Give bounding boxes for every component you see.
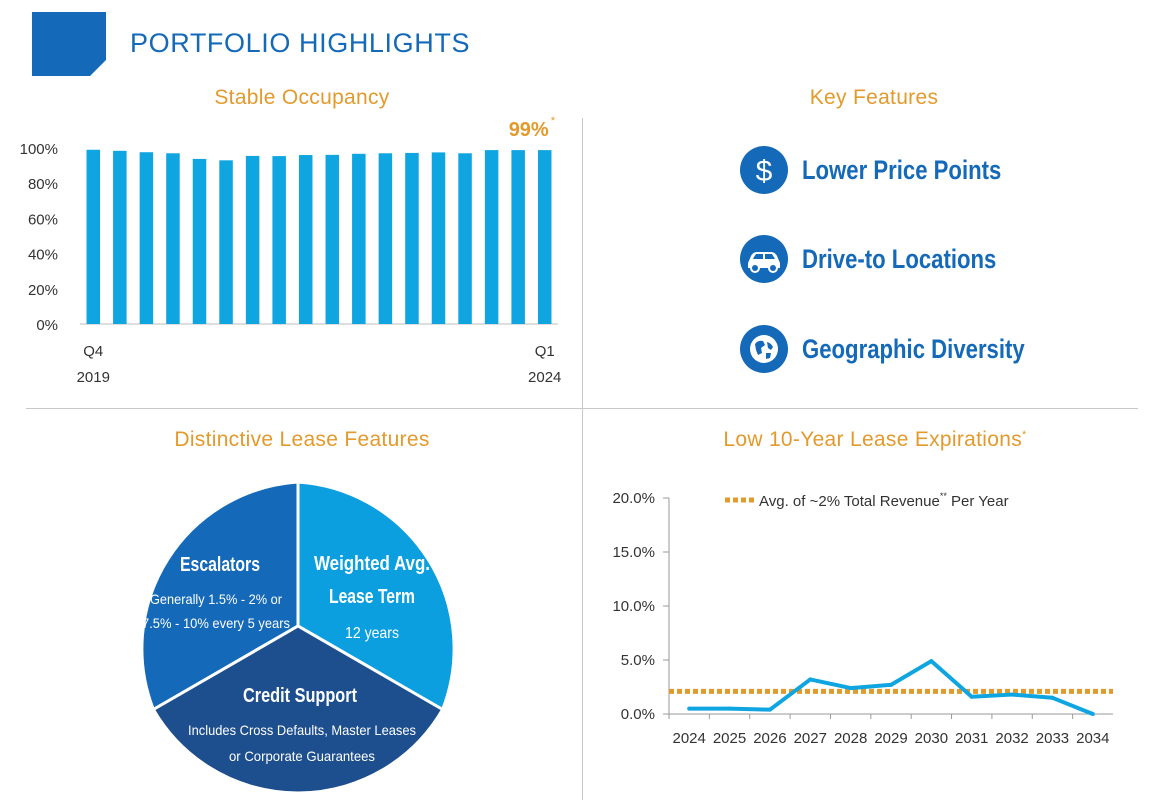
data-point xyxy=(929,659,934,664)
y-tick-label: 100% xyxy=(20,141,58,158)
y-tick-label: 20% xyxy=(28,282,58,299)
pie-label-term-title: Lease Term xyxy=(329,586,415,608)
x-tick-label: Q1 xyxy=(535,343,555,360)
data-point xyxy=(848,686,853,691)
bar xyxy=(405,152,419,324)
data-point xyxy=(1050,695,1055,700)
y-tick-label: 10.0% xyxy=(612,598,655,615)
expirations-title-mark: * xyxy=(1022,429,1027,441)
y-tick-label: 0.0% xyxy=(621,706,655,723)
key-feature-label: Lower Price Points xyxy=(802,154,1002,185)
key-feature-label: Geographic Diversity xyxy=(802,333,1025,364)
pie-slice-credit-support xyxy=(151,624,445,795)
bar xyxy=(113,150,127,324)
y-tick-label: 15.0% xyxy=(612,544,655,561)
pie-label-credit-body: or Corporate Guarantees xyxy=(229,748,375,764)
bar xyxy=(431,152,446,324)
data-point xyxy=(1010,692,1015,697)
x-tick-label: 2029 xyxy=(874,730,907,747)
y-tick-label: 80% xyxy=(28,176,58,193)
vertical-divider xyxy=(582,118,583,800)
legend-label-mark: ** xyxy=(940,491,948,501)
bar xyxy=(219,160,233,324)
series-line xyxy=(689,659,1094,716)
bar xyxy=(245,155,260,324)
expirations-title: Low 10-Year Lease Expirations* xyxy=(640,428,1110,452)
dollar-icon: $ xyxy=(740,146,788,194)
expirations-title-text: Low 10-Year Lease Expirations xyxy=(723,428,1022,451)
data-point xyxy=(767,707,772,712)
legend-label-text: Avg. of ~2% Total Revenue xyxy=(759,493,940,510)
header-corner-shape xyxy=(32,12,106,76)
occupancy-annotation: 99% xyxy=(509,119,549,141)
x-tick-label: 2027 xyxy=(794,730,827,747)
bar xyxy=(86,149,101,324)
y-tick-label: 20.0% xyxy=(612,490,655,507)
pie-label-term-body: 12 years xyxy=(345,625,399,642)
bar xyxy=(511,150,525,324)
y-tick-label: 60% xyxy=(28,211,58,228)
pie-slice-escalators xyxy=(140,480,300,712)
globe-icon xyxy=(740,325,788,373)
x-tick-label: 2024 xyxy=(528,369,561,386)
pie-label-escalators-title: Escalators xyxy=(180,554,260,576)
data-point xyxy=(1090,712,1095,716)
x-tick-label: 2028 xyxy=(834,730,867,747)
data-point xyxy=(727,706,732,711)
data-point xyxy=(889,682,893,687)
pie-slice-lease-term xyxy=(296,480,456,712)
pie-label-escalators-body: 7.5% - 10% every 5 years xyxy=(142,615,290,631)
bar xyxy=(458,153,472,324)
bar xyxy=(166,153,180,324)
bar xyxy=(378,153,393,324)
pie-label-term-title: Weighted Avg. xyxy=(314,553,430,575)
legend-label: Avg. of ~2% Total Revenue** Per Year xyxy=(759,491,1009,510)
data-point xyxy=(687,706,692,711)
horizontal-divider xyxy=(26,408,1138,409)
data-point xyxy=(808,677,813,682)
lease-features-title: Distinctive Lease Features xyxy=(174,428,430,451)
occupancy-title: Stable Occupancy xyxy=(214,86,390,109)
y-tick-label: 0% xyxy=(36,317,58,334)
bar xyxy=(537,150,552,324)
bar xyxy=(352,153,366,324)
x-tick-label: 2033 xyxy=(1036,730,1069,747)
y-tick-label: 5.0% xyxy=(621,652,655,669)
x-tick-label: 2019 xyxy=(77,369,110,386)
bar xyxy=(139,152,154,324)
legend-label-suffix: Per Year xyxy=(947,493,1009,510)
key-features-title: Key Features xyxy=(809,86,939,109)
key-feature-price: $ Lower Price Points xyxy=(740,146,1045,194)
x-tick-label: 2034 xyxy=(1076,730,1109,747)
x-tick-label: Q4 xyxy=(83,343,103,360)
pie-label-credit-title: Credit Support xyxy=(243,685,357,707)
key-feature-geo: Geographic Diversity xyxy=(740,325,1074,373)
bar xyxy=(272,156,286,324)
expirations-line-chart: 0.0% 5.0% 10.0% 15.0% 20.0% 2024 2025 2026 2027 2… xyxy=(612,490,1113,747)
svg-text:$: $ xyxy=(756,155,773,188)
pie-label-escalators-body: Generally 1.5% - 2% or xyxy=(150,591,282,607)
x-tick-label: 2024 xyxy=(672,730,705,747)
bar xyxy=(298,155,313,324)
key-feature-drive: Drive-to Locations xyxy=(740,235,1039,283)
y-tick-label: 40% xyxy=(28,247,58,264)
x-tick-label: 2025 xyxy=(713,730,746,747)
data-point xyxy=(969,694,974,699)
occupancy-bar-chart: 0% 20% 40% 60% 80% 100% Q4 2019 Q1 2024 99% * xyxy=(20,115,562,386)
bar xyxy=(325,154,340,324)
x-tick-label: 2032 xyxy=(995,730,1028,747)
page-title: PORTFOLIO HIGHLIGHTS xyxy=(130,28,471,58)
x-tick-label: 2026 xyxy=(753,730,786,747)
x-tick-label: 2031 xyxy=(955,730,988,747)
car-icon xyxy=(740,235,788,283)
lease-features-pie: Escalators Generally 1.5% - 2% or 7.5% -… xyxy=(140,480,456,795)
pie-label-credit-body: Includes Cross Defaults, Master Leases xyxy=(188,722,416,738)
x-tick-label: 2030 xyxy=(915,730,948,747)
key-feature-label: Drive-to Locations xyxy=(802,243,997,274)
bar xyxy=(484,150,499,324)
bar xyxy=(192,158,207,324)
occupancy-annotation-mark: * xyxy=(551,115,556,127)
